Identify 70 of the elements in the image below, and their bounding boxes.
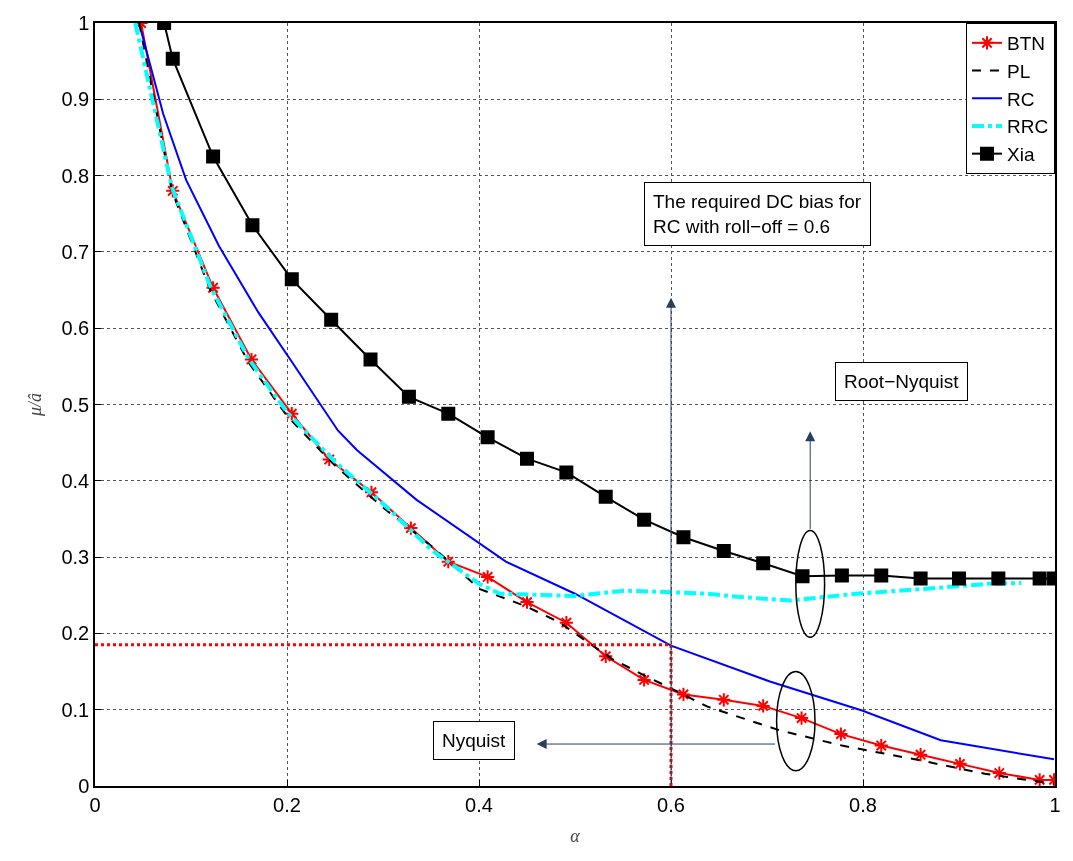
x-tick-label: 0.4 (465, 793, 493, 816)
point (834, 568, 849, 583)
y-tick-label: 0.7 (61, 240, 90, 263)
y-tick-label: 0.5 (61, 393, 90, 416)
point (441, 406, 456, 421)
legend-label: BTN (1007, 33, 1045, 55)
point (284, 272, 299, 287)
point (795, 569, 810, 584)
point (913, 571, 928, 586)
point (793, 710, 810, 726)
legend-label: PL (1007, 60, 1031, 82)
point (952, 756, 968, 772)
y-tick-label: 0.1 (61, 698, 90, 721)
point (205, 280, 221, 296)
x-tick-label: 0.8 (849, 793, 877, 816)
point (403, 520, 419, 536)
point (363, 484, 380, 500)
point (480, 430, 495, 445)
point (321, 451, 337, 468)
legend-label: Xia (1007, 144, 1035, 166)
y-tick-label: 0 (78, 775, 90, 797)
x-tick-label: 1 (1049, 793, 1061, 816)
point (874, 568, 889, 583)
x-tick-label: 0.2 (273, 793, 301, 816)
point (440, 554, 456, 570)
point (206, 149, 221, 164)
point (245, 218, 260, 233)
x-axis-title: α (570, 826, 581, 847)
y-tick-label: 0.2 (61, 622, 90, 645)
point (165, 183, 181, 199)
point (598, 489, 613, 504)
y-tick-label: 1 (78, 12, 90, 34)
point (636, 672, 652, 688)
point (913, 747, 929, 763)
point (165, 51, 180, 66)
point (637, 512, 652, 527)
annotation: Nyquist (442, 730, 507, 751)
y-tick-label: 0.6 (61, 317, 90, 340)
point (716, 544, 731, 558)
point (519, 594, 535, 610)
point (559, 465, 574, 480)
point (991, 765, 1007, 781)
point (284, 406, 300, 422)
point (756, 556, 771, 571)
x-tick-label: 0.6 (657, 793, 685, 816)
point (324, 312, 339, 327)
point (558, 615, 574, 631)
point (952, 571, 966, 586)
y-tick-label: 0.9 (61, 88, 90, 111)
point (363, 352, 378, 367)
point (716, 692, 732, 708)
point (833, 726, 849, 742)
y-axis-title: μ/â (25, 392, 46, 418)
y-tick-label: 0.3 (61, 546, 90, 569)
point (676, 530, 691, 545)
point (991, 571, 1006, 586)
annotation: Root−Nyquist (844, 371, 960, 392)
point (401, 389, 416, 404)
y-tick-label: 0.4 (61, 469, 90, 492)
legend-label: RRC (1007, 116, 1049, 138)
point (480, 569, 496, 585)
annotation: The required DC bias for RC with roll−off = 0.6 (653, 191, 862, 237)
y-tick-label: 0.8 (61, 164, 90, 187)
point (873, 737, 889, 754)
point (520, 451, 534, 466)
point (598, 648, 614, 664)
legend-label: RC (1007, 88, 1035, 110)
point (755, 698, 771, 714)
point (675, 686, 692, 703)
point (1032, 571, 1047, 586)
